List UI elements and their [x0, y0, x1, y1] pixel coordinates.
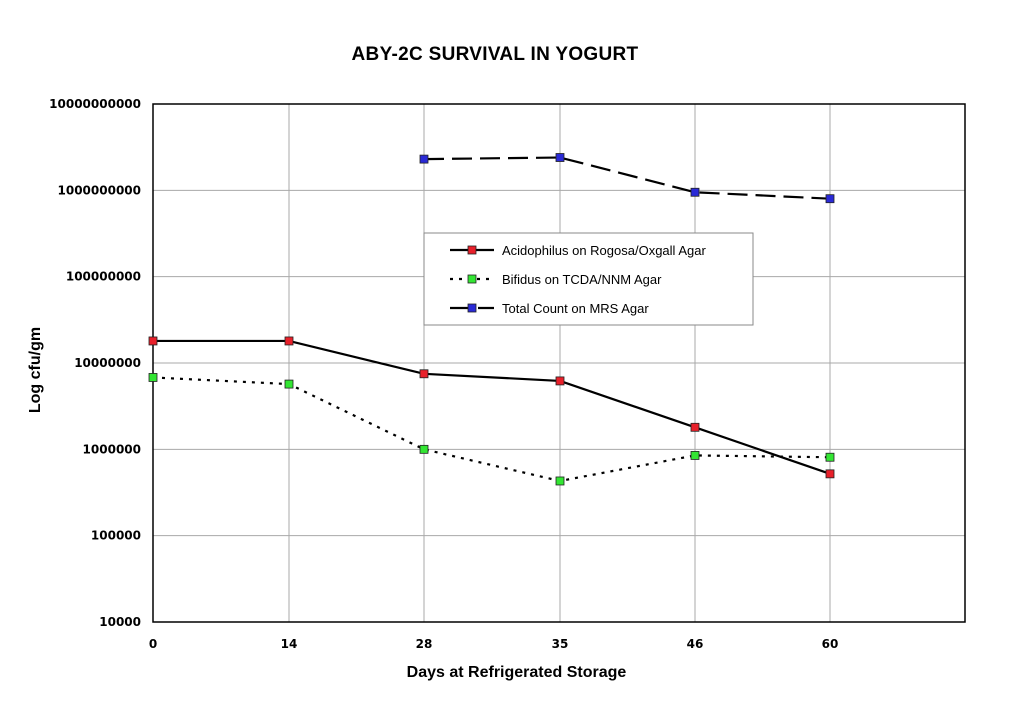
series-3 — [419, 153, 835, 204]
data-point — [825, 194, 835, 204]
y-tick-label: 100000 — [91, 529, 141, 543]
data-point — [825, 469, 835, 479]
legend-label: Total Count on MRS Agar — [502, 301, 649, 316]
chart-title: ABY-2C SURVIVAL IN YOGURT — [351, 44, 639, 65]
legend-item: Bifidus on TCDA/NNM Agar — [450, 272, 662, 287]
legend-label: Bifidus on TCDA/NNM Agar — [502, 272, 662, 287]
data-point — [148, 336, 158, 346]
x-tick-labels: 0 14 28 35 46 60 — [149, 637, 839, 651]
data-point — [284, 379, 294, 389]
y-tick-label: 1000000 — [83, 442, 141, 456]
series-group — [148, 153, 835, 486]
x-tick-label: 0 — [149, 637, 157, 651]
data-point — [419, 154, 429, 164]
legend: Acidophilus on Rogosa/Oxgall Agar Bifidus… — [423, 232, 754, 326]
y-tick-label: 10000000000 — [49, 97, 141, 111]
series-line — [152, 376, 831, 483]
data-point — [690, 187, 700, 197]
x-tick-label: 60 — [822, 637, 839, 651]
x-tick-label: 14 — [281, 637, 298, 651]
data-point — [284, 336, 294, 346]
y-tick-label: 10000 — [99, 615, 141, 629]
data-point — [555, 476, 565, 486]
y-tick-label: 100000000 — [66, 270, 141, 284]
data-point — [690, 451, 700, 460]
series-line — [153, 339, 831, 475]
legend-item: Acidophilus on Rogosa/Oxgall Agar — [450, 243, 706, 258]
series-1 — [148, 336, 835, 479]
data-point — [825, 452, 835, 462]
series-line — [423, 156, 831, 200]
x-tick-label: 28 — [416, 637, 433, 651]
series-2 — [148, 373, 835, 486]
data-point — [555, 376, 565, 386]
data-point — [419, 369, 429, 379]
data-point — [148, 373, 158, 382]
legend-label: Acidophilus on Rogosa/Oxgall Agar — [502, 243, 706, 258]
y-tick-label: 10000000 — [74, 356, 141, 370]
legend-item: Total Count on MRS Agar — [450, 301, 649, 316]
data-point — [419, 444, 429, 454]
legend-marker — [467, 274, 477, 284]
x-tick-label: 35 — [552, 637, 569, 651]
plot-frame — [152, 103, 966, 623]
y-tick-labels: 10000 100000 1000000 10000000 100000000 10000… — [49, 97, 141, 629]
legend-marker — [467, 303, 477, 313]
legend-marker — [467, 245, 477, 255]
gridlines — [152, 103, 966, 623]
y-tick-label: 1000000000 — [58, 183, 142, 197]
x-axis-label: Days at Refrigerated Storage — [406, 664, 627, 681]
x-tick-label: 46 — [687, 637, 704, 651]
data-point — [690, 422, 700, 432]
data-point — [555, 153, 565, 162]
